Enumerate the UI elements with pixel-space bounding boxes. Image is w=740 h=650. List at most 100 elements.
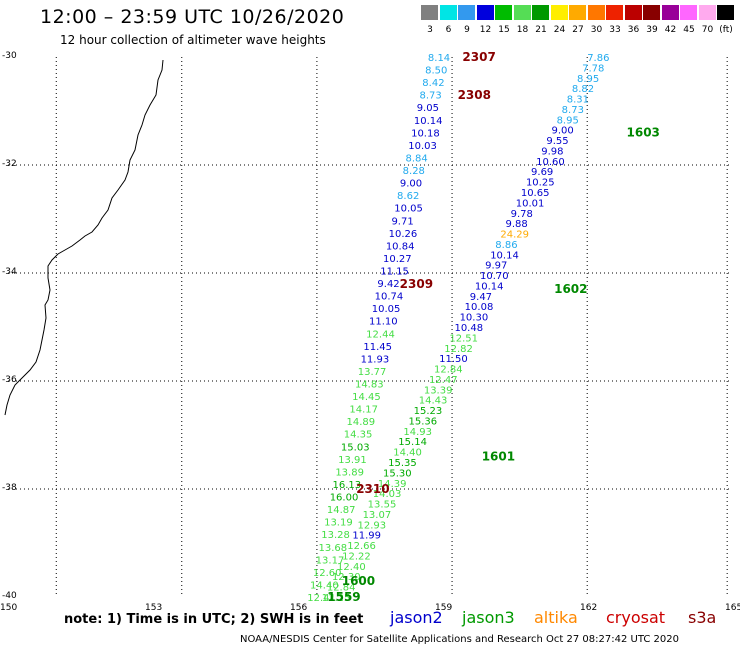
wave-height-value: 11.45 — [363, 342, 392, 353]
wave-height-value: 15.30 — [383, 468, 412, 479]
wave-height-value: 11.99 — [352, 531, 381, 542]
scale-swatch — [476, 5, 494, 20]
pass-number-label: 1559 — [327, 590, 360, 604]
wave-height-value: 10.01 — [516, 198, 545, 209]
wave-height-value: 10.60 — [536, 157, 565, 168]
longitude-label: 150 — [0, 603, 18, 613]
wave-height-value: 9.05 — [417, 103, 439, 114]
wave-height-value: 9.78 — [511, 209, 533, 220]
scale-swatch — [458, 5, 475, 20]
scale-label: 30 — [590, 25, 603, 35]
scale-label: 6 — [445, 25, 452, 35]
wave-height-value: 13.89 — [335, 467, 364, 478]
scale-label: 12 — [479, 25, 492, 35]
wave-height-value: 10.30 — [460, 313, 489, 324]
wave-height-value: 10.08 — [465, 302, 494, 313]
wave-height-value: 12.93 — [357, 520, 386, 531]
wave-height-value: 8.82 — [572, 84, 594, 95]
scale-swatch — [495, 5, 512, 20]
wave-height-value: 14.35 — [344, 430, 373, 441]
wave-height-value: 12.84 — [327, 583, 356, 594]
wave-height-value: 10.65 — [521, 188, 550, 199]
wave-height-value: 9.97 — [485, 261, 507, 272]
wave-height-value: 8.86 — [495, 240, 517, 251]
wave-height-value: 12.22 — [342, 551, 371, 562]
latitude-label: -36 — [2, 375, 17, 385]
wave-height-value: 13.07 — [363, 510, 392, 521]
wave-height-value: 9.42 — [377, 279, 399, 290]
pass-number-label: 2309 — [400, 277, 433, 291]
wave-height-value: 8.42 — [422, 78, 444, 89]
wave-height-value: 10.18 — [411, 128, 440, 139]
wave-height-value: 14.40 — [310, 580, 339, 591]
scale-swatch — [587, 5, 605, 20]
latitude-label: -34 — [2, 267, 17, 277]
wave-height-value: 10.27 — [383, 254, 412, 265]
wave-height-value: 11.50 — [439, 354, 468, 365]
wave-height-value: 10.70 — [480, 271, 509, 282]
scale-label: 39 — [646, 25, 658, 35]
longitude-label: 162 — [580, 603, 598, 613]
wave-height-value: 15.03 — [341, 442, 370, 453]
wave-height-value: 8.84 — [405, 153, 427, 164]
wave-height-value: 9.00 — [400, 179, 422, 190]
wave-height-value: 10.05 — [372, 304, 401, 315]
note-text: note: 1) Time is in UTC; 2) SWH is in fe… — [64, 612, 364, 627]
wave-height-value: 10.48 — [454, 323, 483, 334]
wave-height-value: 14.39 — [378, 479, 407, 490]
pass-number-label: 2308 — [458, 88, 491, 102]
map-subtitle: 12 hour collection of altimeter wave hei… — [60, 33, 326, 47]
wave-height-value: 16.13 — [333, 480, 362, 491]
wave-height-value: 12.25 — [322, 593, 351, 604]
wave-height-value: 9.69 — [531, 167, 553, 178]
legend-item: altika — [534, 608, 578, 627]
coastline — [4, 59, 164, 416]
wave-height-value: 7.78 — [582, 63, 604, 74]
wave-height-value: 14.83 — [355, 380, 384, 391]
latitude-label: -32 — [2, 159, 17, 169]
wave-height-value: 8.73 — [420, 91, 442, 102]
scale-label: 21 — [535, 25, 547, 35]
legend-item: cryosat — [606, 608, 666, 627]
wave-height-value: 11.10 — [369, 317, 398, 328]
pass-number-label: 2307 — [462, 50, 495, 64]
wave-height-value: 12.51 — [449, 333, 478, 344]
scale-swatch — [698, 5, 716, 20]
credit-text: NOAA/NESDIS Center for Satellite Applica… — [240, 634, 679, 645]
wave-height-value: 11.15 — [380, 266, 409, 277]
wave-height-value: 13.77 — [358, 367, 387, 378]
wave-height-value: 14.89 — [347, 417, 376, 428]
longitude-label: 153 — [145, 603, 163, 613]
wave-height-value: 10.26 — [389, 229, 418, 240]
wave-height-value: 9.98 — [541, 146, 563, 157]
wave-height-value: 8.14 — [428, 53, 450, 64]
scale-label: 24 — [553, 25, 566, 35]
wave-height-value: 9.55 — [546, 136, 568, 147]
scale-label: 33 — [609, 25, 621, 35]
wave-height-value: 9.00 — [551, 126, 573, 137]
wave-height-value: 12.40 — [337, 562, 366, 573]
wave-height-value: 12.44 — [366, 329, 395, 340]
scale-label: 27 — [572, 25, 584, 35]
wave-height-value: 13.28 — [321, 530, 350, 541]
wave-height-value: 9.88 — [506, 219, 528, 230]
wave-height-value: 14.93 — [403, 427, 432, 438]
scale-swatch — [661, 5, 679, 20]
longitude-label: 156 — [290, 603, 308, 613]
legend-item: jason3 — [462, 608, 515, 627]
wave-height-value: 14.43 — [419, 396, 448, 407]
wave-height-value: 14.87 — [327, 505, 356, 516]
scale-label: 70 — [701, 25, 714, 35]
wave-height-value: 11.93 — [361, 354, 390, 365]
scale-swatch — [680, 5, 697, 20]
wave-height-value: 15.14 — [398, 437, 427, 448]
scale-swatch — [606, 5, 623, 20]
wave-height-value: 8.95 — [577, 74, 599, 85]
legend-item: s3a — [688, 608, 717, 627]
wave-height-value: 10.14 — [490, 250, 519, 261]
wave-height-value: 13.19 — [324, 518, 353, 529]
wave-height-value: 16.00 — [330, 493, 359, 504]
wave-height-value: 9.47 — [470, 292, 492, 303]
altimeter-tracks: 8.148.508.428.739.0510.1410.1810.038.848… — [307, 53, 609, 604]
